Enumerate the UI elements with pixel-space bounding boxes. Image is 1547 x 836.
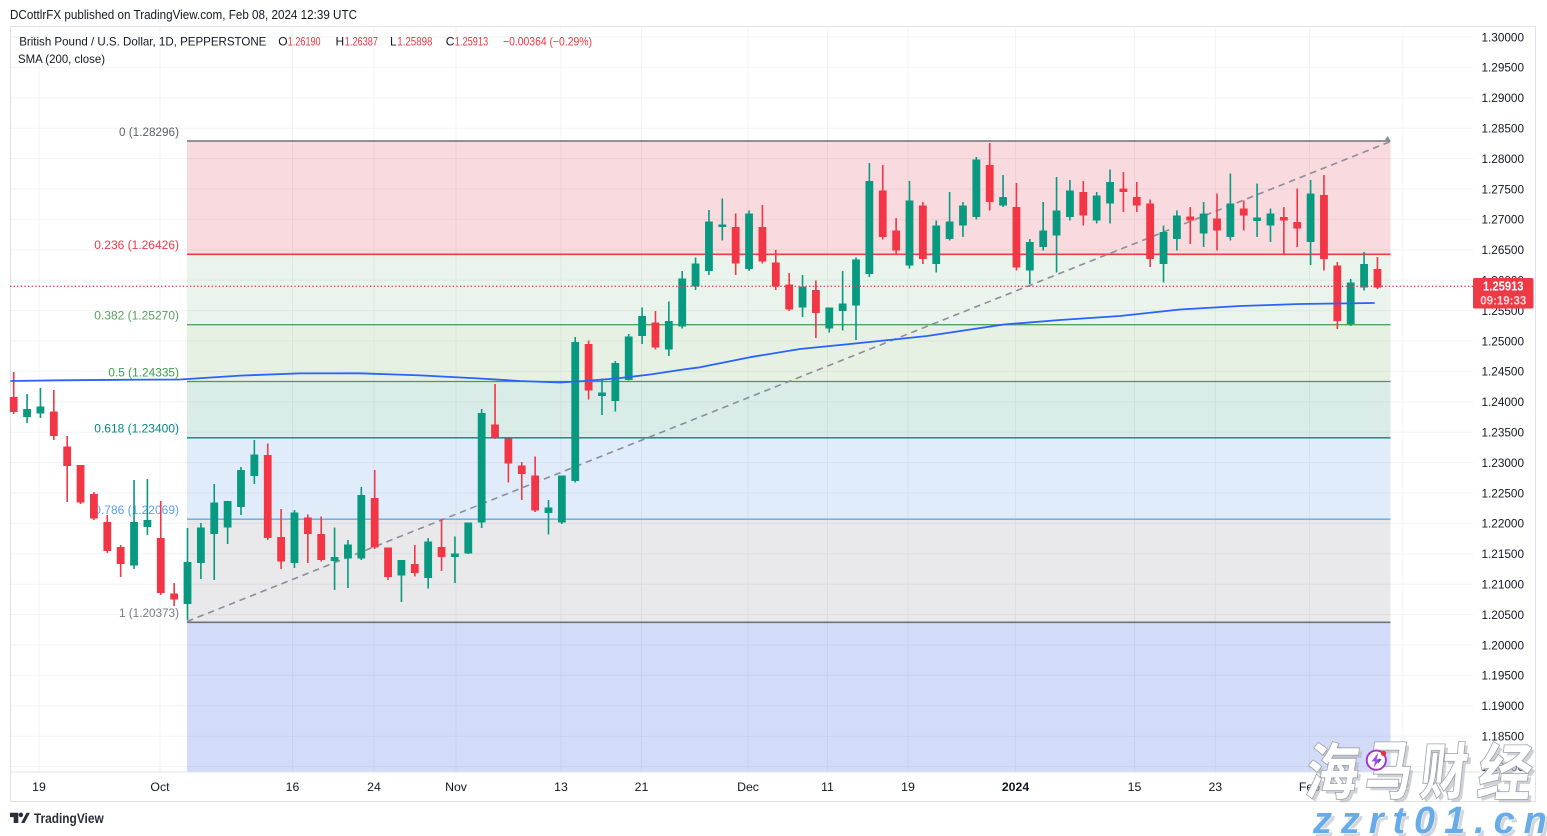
svg-text:TradingView: TradingView — [34, 811, 104, 826]
svg-text:1.29000: 1.29000 — [1482, 91, 1525, 105]
svg-text:19: 19 — [901, 780, 915, 794]
svg-text:0.786 (1.22069): 0.786 (1.22069) — [94, 503, 179, 517]
svg-text:1.28000: 1.28000 — [1482, 152, 1525, 166]
svg-text:0.618 (1.23400): 0.618 (1.23400) — [94, 422, 179, 436]
svg-text:L: L — [390, 34, 397, 48]
svg-text:Oct: Oct — [150, 780, 170, 794]
svg-text:1.23000: 1.23000 — [1482, 456, 1525, 470]
svg-text:1.25913: 1.25913 — [1483, 280, 1524, 294]
svg-text:C: C — [446, 34, 455, 48]
svg-text:1.22500: 1.22500 — [1482, 486, 1525, 500]
svg-text:1.28500: 1.28500 — [1482, 122, 1525, 136]
svg-text:13: 13 — [554, 780, 568, 794]
svg-text:1.21000: 1.21000 — [1482, 578, 1525, 592]
svg-text:1.24000: 1.24000 — [1482, 395, 1525, 409]
svg-text:O: O — [278, 34, 287, 48]
svg-text:1.26387: 1.26387 — [345, 34, 378, 48]
svg-text:21: 21 — [635, 780, 649, 794]
svg-text:Dec: Dec — [737, 780, 759, 794]
svg-text:0.236 (1.26426): 0.236 (1.26426) — [94, 238, 179, 252]
svg-text:British Pound / U.S. Dollar, 1: British Pound / U.S. Dollar, 1D, PEPPERS… — [19, 34, 266, 48]
svg-text:1.22000: 1.22000 — [1482, 517, 1525, 531]
svg-text:1.21500: 1.21500 — [1482, 547, 1525, 561]
svg-text:DCottlrFX published on Trading: DCottlrFX published on TradingView.com, … — [10, 8, 357, 22]
svg-text:0.5 (1.24335): 0.5 (1.24335) — [108, 365, 179, 379]
svg-text:24: 24 — [367, 780, 381, 794]
svg-text:1.20500: 1.20500 — [1482, 608, 1525, 622]
svg-text:16: 16 — [286, 780, 300, 794]
svg-text:1.20000: 1.20000 — [1482, 638, 1525, 652]
svg-text:23: 23 — [1208, 780, 1222, 794]
svg-text:1.25913: 1.25913 — [455, 34, 489, 48]
svg-text:1.30000: 1.30000 — [1482, 30, 1525, 44]
svg-text:1.27500: 1.27500 — [1482, 182, 1525, 196]
svg-text:1.29500: 1.29500 — [1482, 61, 1525, 75]
svg-text:zzrt01.cn: zzrt01.cn — [1312, 800, 1547, 836]
svg-text:1.26500: 1.26500 — [1482, 243, 1525, 257]
svg-text:1.25898: 1.25898 — [397, 34, 433, 48]
svg-text:0.382 (1.25270): 0.382 (1.25270) — [94, 309, 179, 323]
svg-text:1.19500: 1.19500 — [1482, 669, 1525, 683]
svg-text:1.25000: 1.25000 — [1482, 334, 1525, 348]
svg-text:1.19000: 1.19000 — [1482, 699, 1525, 713]
svg-text:Nov: Nov — [445, 780, 468, 794]
svg-text:1.27000: 1.27000 — [1482, 213, 1525, 227]
svg-text:1.23500: 1.23500 — [1482, 426, 1525, 440]
svg-text:1.18500: 1.18500 — [1482, 730, 1525, 744]
svg-text:15: 15 — [1128, 780, 1142, 794]
svg-text:09:19:33: 09:19:33 — [1480, 294, 1526, 308]
svg-text:2024: 2024 — [1002, 780, 1030, 794]
svg-text:H: H — [336, 34, 345, 48]
svg-text:zzrt01.cn: zzrt01.cn — [1315, 803, 1547, 836]
svg-text:1 (1.20373): 1 (1.20373) — [119, 606, 179, 620]
svg-text:11: 11 — [821, 780, 834, 794]
svg-text:SMA (200, close): SMA (200, close) — [18, 52, 105, 66]
svg-text:0 (1.28296): 0 (1.28296) — [119, 125, 179, 139]
svg-text:1.26190: 1.26190 — [288, 34, 321, 48]
svg-text:−0.00364 (−0.29%): −0.00364 (−0.29%) — [503, 34, 592, 48]
svg-text:1.24500: 1.24500 — [1482, 365, 1525, 379]
svg-text:19: 19 — [32, 780, 46, 794]
